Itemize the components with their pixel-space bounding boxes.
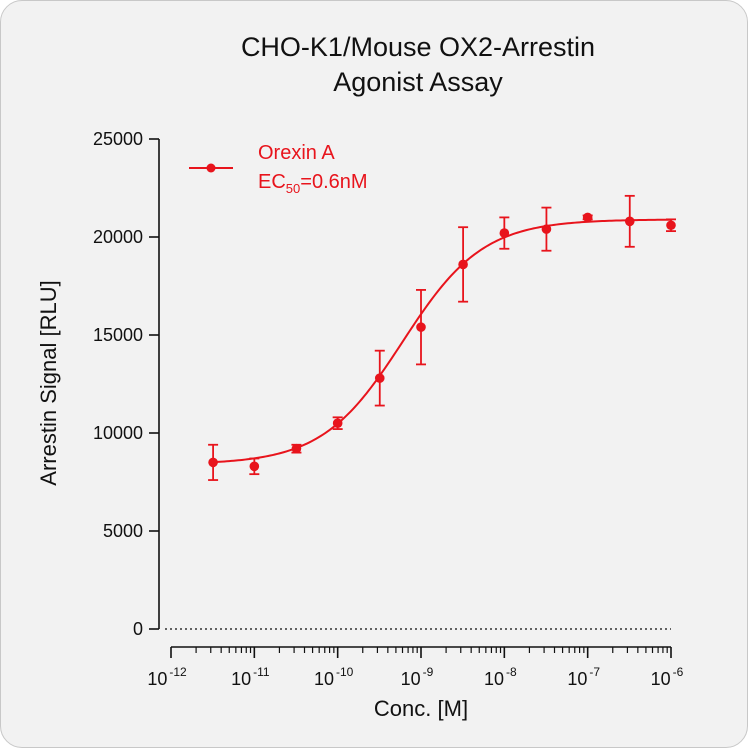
x-tick-label: 10 -8 [484, 665, 517, 689]
legend-ec50-rest: =0.6nM [300, 171, 367, 193]
x-tick-exponent: -9 [423, 665, 434, 679]
x-tick-base: 10 [314, 669, 334, 689]
legend: Orexin A EC50=0.6nM [189, 142, 368, 196]
x-tick-exponent: -12 [169, 665, 187, 679]
x-tick-exponent: -7 [589, 665, 600, 679]
x-axis-label: Conc. [M] [374, 696, 468, 721]
x-tick-base: 10 [401, 669, 421, 689]
x-tick-exponent: -8 [506, 665, 517, 679]
x-tick-base: 10 [567, 669, 587, 689]
data-point [208, 457, 218, 468]
legend-ec50-sub: 50 [286, 181, 300, 196]
data-point [582, 212, 593, 223]
x-tick-label: 10 -11 [231, 665, 270, 689]
legend-ec50-text: EC50=0.6nM [258, 171, 368, 196]
chart-title-line-2: Agonist Assay [333, 67, 503, 97]
legend-ec50-main: EC [258, 171, 286, 193]
data-point [332, 418, 343, 429]
x-tick-label: 10 -10 [314, 665, 354, 689]
data-point [458, 259, 468, 270]
data-point [374, 373, 385, 383]
y-tick-label: 25000 [93, 129, 143, 149]
y-axis-label: Arrestin Signal [RLU] [36, 280, 61, 485]
plot-area [165, 194, 676, 630]
x-tick-label: 10 -6 [651, 665, 684, 689]
x-tick-base: 10 [651, 669, 671, 689]
y-tick-label: 0 [133, 619, 143, 639]
data-point [499, 228, 510, 238]
chart-title-line-1: CHO-K1/Mouse OX2-Arrestin [241, 32, 595, 62]
x-tick-base: 10 [231, 669, 251, 689]
y-tick-label: 10000 [93, 423, 143, 443]
data-point [249, 461, 260, 472]
x-tick-base: 10 [484, 669, 504, 689]
legend-series-name: Orexin A [258, 142, 335, 164]
x-tick-label: 10 -12 [147, 665, 187, 689]
fit-curve [213, 218, 672, 464]
data-point [416, 322, 426, 332]
legend-marker [206, 163, 216, 173]
y-tick-label: 20000 [93, 227, 143, 247]
x-tick-exponent: -6 [673, 665, 684, 679]
x-tick-base: 10 [147, 669, 167, 689]
data-point [541, 224, 552, 234]
x-tick-exponent: -10 [336, 665, 354, 679]
x-tick-label: 10 -7 [567, 665, 600, 689]
data-point [666, 220, 676, 231]
x-tick-exponent: -11 [253, 665, 270, 679]
x-tick-label: 10 -9 [401, 665, 434, 689]
data-point [624, 216, 635, 227]
data-point [291, 443, 302, 454]
y-tick-label: 5000 [103, 521, 143, 541]
y-tick-label: 15000 [93, 325, 143, 345]
